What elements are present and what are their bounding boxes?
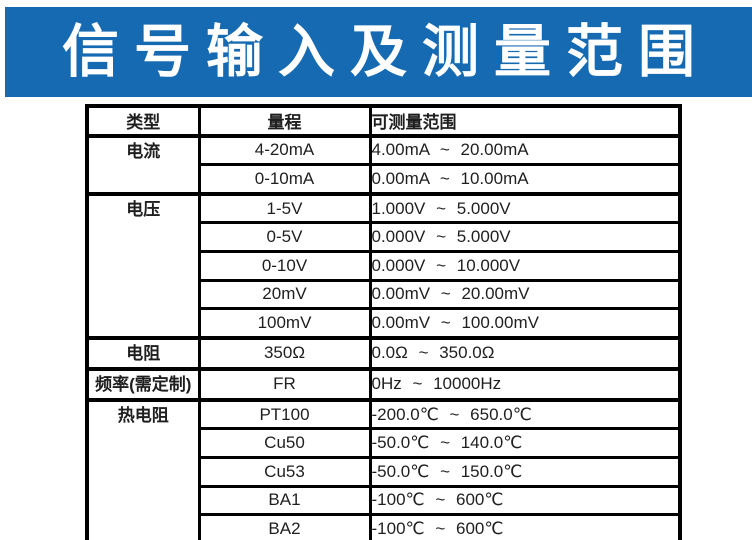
range-cell: 350Ω <box>197 335 372 371</box>
signal-range-table: 类型 量程 可测量范围 电流 4-20mA 4.00mA ~ 20.00mA 0… <box>85 104 682 540</box>
title-banner: 信号输入及测量范围 <box>5 7 752 97</box>
table-row: 100mV 0.00mV ~ 100.00mV <box>87 307 682 340</box>
col-header-range: 量程 <box>197 104 372 138</box>
page-title: 信号输入及测量范围 <box>62 19 710 84</box>
col-header-type: 类型 <box>85 104 201 138</box>
measurable-cell: 0.0Ω ~ 350.0Ω <box>368 335 682 371</box>
range-cell: BA1 <box>197 484 372 517</box>
table-row: 电流 4-20mA 4.00mA ~ 20.00mA <box>85 133 682 196</box>
range-cell: 0-10mA <box>197 163 372 196</box>
type-cell-current: 电流 <box>85 133 201 196</box>
measurable-cell: 1.000V ~ 5.000V <box>368 191 682 225</box>
measurable-cell: -100℃ ~ 600℃ <box>368 484 682 517</box>
measurable-cell: 0.00mA ~ 10.00mA <box>368 163 682 196</box>
type-cell-voltage: 电压 <box>85 191 201 340</box>
type-cell-frequency: 频率(需定制) <box>85 366 201 402</box>
range-cell: 4-20mA <box>197 133 372 167</box>
range-cell: BA2 <box>197 513 372 540</box>
table-row: 电阻 350Ω 0.0Ω ~ 350.0Ω <box>85 335 682 371</box>
table-row: 热电阻 PT100 -200.0℃ ~ 650.0℃ <box>85 397 682 540</box>
type-cell-rtd: 热电阻 <box>85 397 201 540</box>
measurable-cell: -200.0℃ ~ 650.0℃ <box>368 397 682 431</box>
table-container: 类型 量程 可测量范围 电流 4-20mA 4.00mA ~ 20.00mA 0… <box>85 104 682 540</box>
range-cell: Cu53 <box>197 455 372 488</box>
range-cell: PT100 <box>197 397 372 431</box>
range-cell: FR <box>197 366 372 402</box>
col-header-measurable: 可测量范围 <box>368 104 682 138</box>
table-row: 0-10V 0.000V ~ 10.000V <box>87 249 682 282</box>
table-row: Cu50 -50.0℃ ~ 140.0℃ <box>87 427 682 459</box>
measurable-cell: -50.0℃ ~ 150.0℃ <box>368 455 682 488</box>
range-cell: 1-5V <box>197 191 372 225</box>
measurable-cell: 0.00mV ~ 100.00mV <box>368 307 682 340</box>
table-row: 频率(需定制) FR 0Hz ~ 10000Hz <box>85 366 682 402</box>
measurable-cell: 0.000V ~ 5.000V <box>368 221 682 253</box>
measurable-cell: 0.000V ~ 10.000V <box>368 249 682 282</box>
range-cell: 20mV <box>197 278 372 311</box>
table-row: 20mV 0.00mV ~ 20.00mV <box>87 278 682 311</box>
range-cell: 0-10V <box>197 249 372 282</box>
table-row: 0-10mA 0.00mA ~ 10.00mA <box>87 163 682 196</box>
table-row: BA2 -100℃ ~ 600℃ <box>87 513 682 540</box>
measurable-cell: 0.00mV ~ 20.00mV <box>368 278 682 311</box>
measurable-cell: -50.0℃ ~ 140.0℃ <box>368 427 682 459</box>
type-cell-resistance: 电阻 <box>85 335 201 371</box>
table-row: 电压 1-5V 1.000V ~ 5.000V <box>85 191 682 340</box>
range-cell: Cu50 <box>197 427 372 459</box>
measurable-cell: 0Hz ~ 10000Hz <box>368 366 682 402</box>
table-header-row: 类型 量程 可测量范围 <box>85 104 682 138</box>
measurable-cell: 4.00mA ~ 20.00mA <box>368 133 682 167</box>
range-cell: 0-5V <box>197 221 372 253</box>
table-row: 0-5V 0.000V ~ 5.000V <box>87 221 682 253</box>
measurable-cell: -100℃ ~ 600℃ <box>368 513 682 540</box>
range-cell: 100mV <box>197 307 372 340</box>
table-row: BA1 -100℃ ~ 600℃ <box>87 484 682 517</box>
table-row: Cu53 -50.0℃ ~ 150.0℃ <box>87 455 682 488</box>
